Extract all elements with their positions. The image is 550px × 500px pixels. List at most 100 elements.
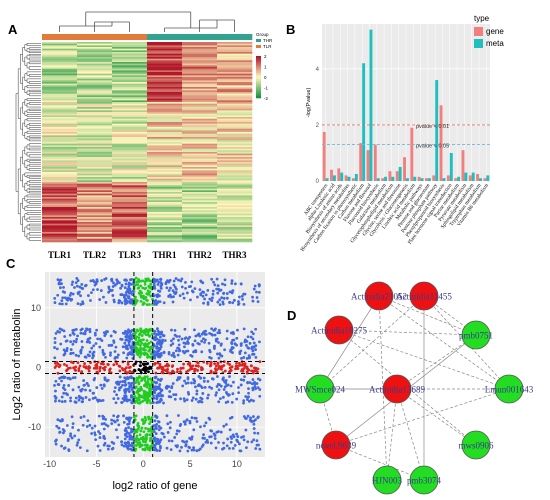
scatter-point (107, 444, 111, 448)
scatter-point (80, 345, 84, 349)
heatmap-cell (112, 90, 148, 93)
heatmap-cell (147, 112, 183, 114)
heatmap-cell (42, 178, 78, 181)
scatter-point (238, 449, 242, 453)
scatter-point (143, 416, 147, 420)
scatter-point (241, 297, 244, 301)
heatmap-cell (147, 110, 183, 113)
scatter-point (210, 386, 214, 390)
heatmap-cell (182, 137, 218, 139)
heatmap-cell (182, 165, 218, 168)
heatmap-cell (182, 63, 218, 66)
heatmap-cell (217, 140, 253, 143)
scatter-point (147, 370, 150, 374)
heatmap-cell (112, 63, 148, 66)
heatmap-cell (147, 138, 183, 141)
heatmap-cell (77, 222, 113, 224)
scatter-point (242, 399, 246, 403)
heatmap-cell (77, 157, 113, 159)
scatter-point (71, 342, 75, 346)
scatter-point (247, 354, 251, 357)
heatmap-cell (182, 72, 218, 74)
heatmap-cell (77, 100, 113, 103)
heatmap-cell (147, 188, 183, 191)
heatmap-cell (42, 218, 78, 221)
heatmap-cell (147, 123, 183, 126)
scatter-point (88, 423, 92, 427)
heatmap-cell (112, 167, 148, 169)
heatmap-cell (182, 218, 218, 221)
scatter-point (207, 341, 211, 345)
scatter-point (153, 439, 157, 443)
heatmap-cell (217, 173, 253, 176)
scatter-point (134, 336, 138, 340)
scatter-point (104, 355, 107, 359)
heatmap-cell (42, 80, 78, 83)
scatter-point (123, 286, 127, 290)
heatmap-cell (77, 167, 113, 169)
bar-meta (384, 176, 388, 181)
scatter-point (115, 355, 119, 359)
heatmap-cell (182, 45, 218, 48)
scatter-point (244, 395, 248, 398)
heatmap-cell (182, 152, 218, 154)
scatter-point (54, 379, 58, 383)
scatter-point (99, 383, 103, 387)
scatter-point (130, 394, 133, 397)
scatter-point (196, 295, 199, 299)
scatter-point (116, 353, 120, 357)
threshold-lines (45, 272, 265, 457)
scatter-point (159, 332, 163, 336)
scatter-point (85, 425, 89, 428)
heatmap-cell (182, 70, 218, 73)
scatter-point (68, 294, 72, 297)
scatter-point (208, 331, 211, 335)
scatter-point (165, 446, 169, 450)
heatmap-cell (217, 217, 253, 219)
scatter-point (184, 381, 188, 385)
scatter-point (195, 420, 199, 423)
scatter-point (100, 279, 104, 282)
scatter-point (98, 432, 102, 435)
scatter-point (82, 415, 86, 418)
heatmap-cell (112, 197, 148, 199)
scatter-point (201, 443, 205, 447)
scatter-point (130, 448, 134, 452)
heatmap-cell (147, 128, 183, 131)
bar-meta (332, 175, 336, 181)
scatter-point (112, 397, 116, 401)
scatter-point (115, 362, 119, 366)
scatter-point (177, 343, 181, 347)
scatter-point (211, 289, 215, 293)
scatter-point (156, 333, 160, 336)
scatter-point (148, 286, 152, 290)
scatter-point (142, 352, 146, 355)
scatter-point (160, 377, 163, 381)
bar-gene (446, 175, 450, 181)
heatmap-cell (147, 132, 183, 134)
scatter-point (218, 303, 222, 307)
scatter-point (223, 369, 227, 373)
scatter-point (69, 298, 73, 302)
scatter-point (125, 416, 129, 420)
scatter-point (162, 401, 165, 405)
scatter-point (83, 332, 87, 336)
scatter-point (76, 361, 80, 365)
scatter-point (223, 283, 227, 287)
scatter-point (240, 294, 244, 298)
scatter-point (170, 353, 174, 357)
heatmap-cell (217, 150, 253, 153)
scatter-point (189, 353, 193, 357)
heatmap-cell (112, 55, 148, 58)
scatter-point (217, 400, 221, 404)
heatmap-cell (42, 92, 78, 94)
scatter-point (215, 337, 219, 341)
heatmap-cell (217, 198, 253, 201)
heatmap-cell (217, 163, 253, 166)
heatmap-cell (182, 127, 218, 129)
heatmap-cell (42, 63, 78, 66)
heatmap-cell (147, 130, 183, 133)
scatter-point (126, 441, 130, 445)
scatter-point (200, 339, 204, 343)
heatmap-cell (42, 138, 78, 141)
